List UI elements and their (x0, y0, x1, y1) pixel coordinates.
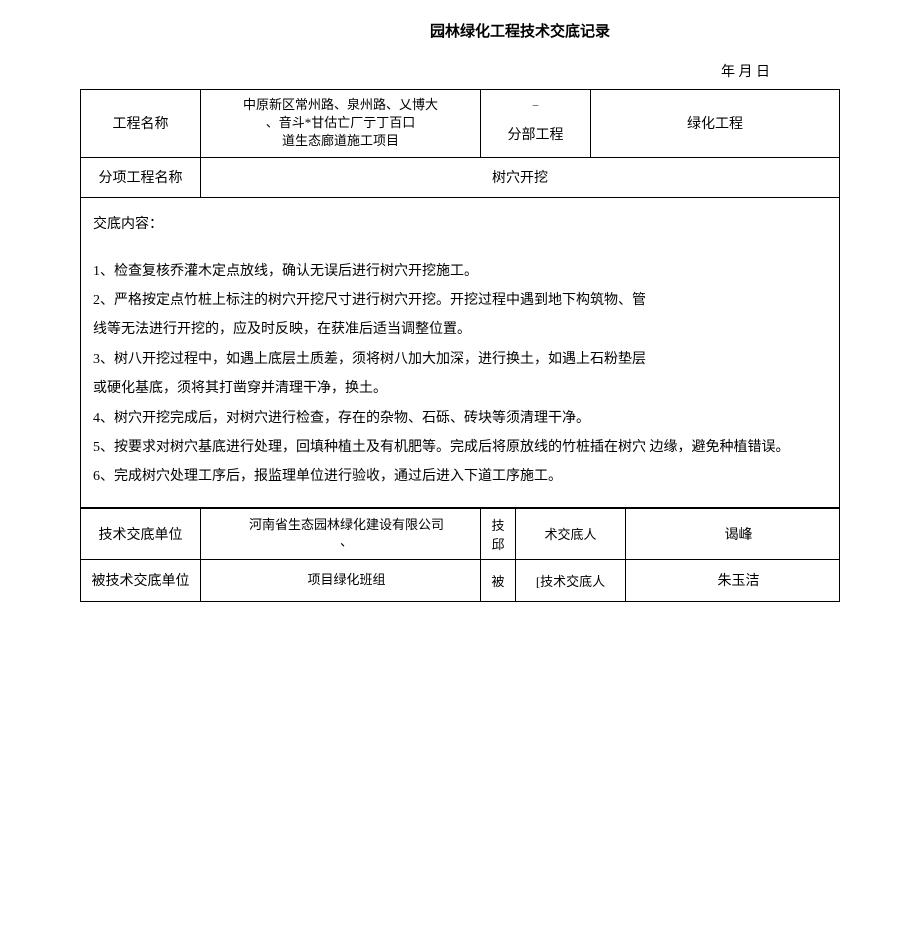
footer-r1-sublabel: 术交底人 (516, 508, 626, 559)
footer-r2-company: 项目绿化班组 (201, 559, 481, 601)
footer-row-2: 被技术交底单位 项目绿化班组 被 [技术交底人 朱玉洁 (81, 559, 840, 601)
footer-r1-name: 谒峰 (626, 508, 840, 559)
footer-r2-sublabel: [技术交底人 (516, 559, 626, 601)
footer-r2-name: 朱玉洁 (626, 559, 840, 601)
content-line: 2、严格按定点竹桩上标注的树穴开挖尺寸进行树穴开挖。开挖过程中遇到地下构筑物、管 (93, 286, 827, 315)
section-value: 绿化工程 (591, 90, 840, 158)
footer-r2-label: 被技术交底单位 (81, 559, 201, 601)
content-heading: 交底内容： (93, 213, 827, 233)
document-title: 园林绿化工程技术交底记录 (200, 20, 840, 41)
content-line: 线等无法进行开挖的，应及时反映，在获准后适当调整位置。 (93, 315, 827, 344)
content-line: 6、完成树穴处理工序后，报监理单位进行验收，通过后进入下道工序施工。 (93, 462, 827, 491)
date-label: 年 月 日 (80, 61, 840, 81)
content-row: 交底内容： 1、检查复核乔灌木定点放线，确认无误后进行树穴开挖施工。2、严格按定… (81, 197, 840, 507)
subitem-value: 树穴开挖 (201, 157, 840, 197)
footer-r1-company: 河南省生态园林绿化建设有限公司、 (201, 508, 481, 559)
content-line: 3、树八开挖过程中，如遇上底层土质差，须将树八加大加深，进行换土，如遇上石粉垫层 (93, 345, 827, 374)
header-row-1: 工程名称 中原新区常州路、泉州路、乂博大、音斗*甘估亡厂亍丁百口道生态廊道施工项… (81, 90, 840, 112)
content-cell: 交底内容： 1、检查复核乔灌木定点放线，确认无误后进行树穴开挖施工。2、严格按定… (81, 197, 840, 507)
subitem-label: 分项工程名称 (81, 157, 201, 197)
content-line: 4、树穴开挖完成后，对树穴进行检查，存在的杂物、石砾、砖块等须清理干净。 (93, 404, 827, 433)
content-body: 1、检查复核乔灌木定点放线，确认无误后进行树穴开挖施工。2、严格按定点竹桩上标注… (93, 257, 827, 492)
project-value: 中原新区常州路、泉州路、乂博大、音斗*甘估亡厂亍丁百口道生态廊道施工项目 (201, 90, 481, 158)
footer-row-1: 技术交底单位 河南省生态园林绿化建设有限公司、 技邱 术交底人 谒峰 (81, 508, 840, 559)
content-line: 5、按要求对树穴基底进行处理，回填种植土及有机肥等。完成后将原放线的竹桩插在树穴… (93, 433, 827, 462)
section-mark: _ (481, 90, 591, 112)
header-table: 工程名称 中原新区常州路、泉州路、乂博大、音斗*甘估亡厂亍丁百口道生态廊道施工项… (80, 89, 840, 508)
project-label: 工程名称 (81, 90, 201, 158)
content-line: 1、检查复核乔灌木定点放线，确认无误后进行树穴开挖施工。 (93, 257, 827, 286)
content-line: 或硬化基底，须将其打凿穿并清理干净，换土。 (93, 374, 827, 403)
footer-r1-mid: 技邱 (481, 508, 516, 559)
header-row-2: 分项工程名称 树穴开挖 (81, 157, 840, 197)
footer-r2-mid: 被 (481, 559, 516, 601)
footer-r1-label: 技术交底单位 (81, 508, 201, 559)
footer-table: 技术交底单位 河南省生态园林绿化建设有限公司、 技邱 术交底人 谒峰 被技术交底… (80, 508, 840, 602)
section-label: 分部工程 (481, 112, 591, 157)
